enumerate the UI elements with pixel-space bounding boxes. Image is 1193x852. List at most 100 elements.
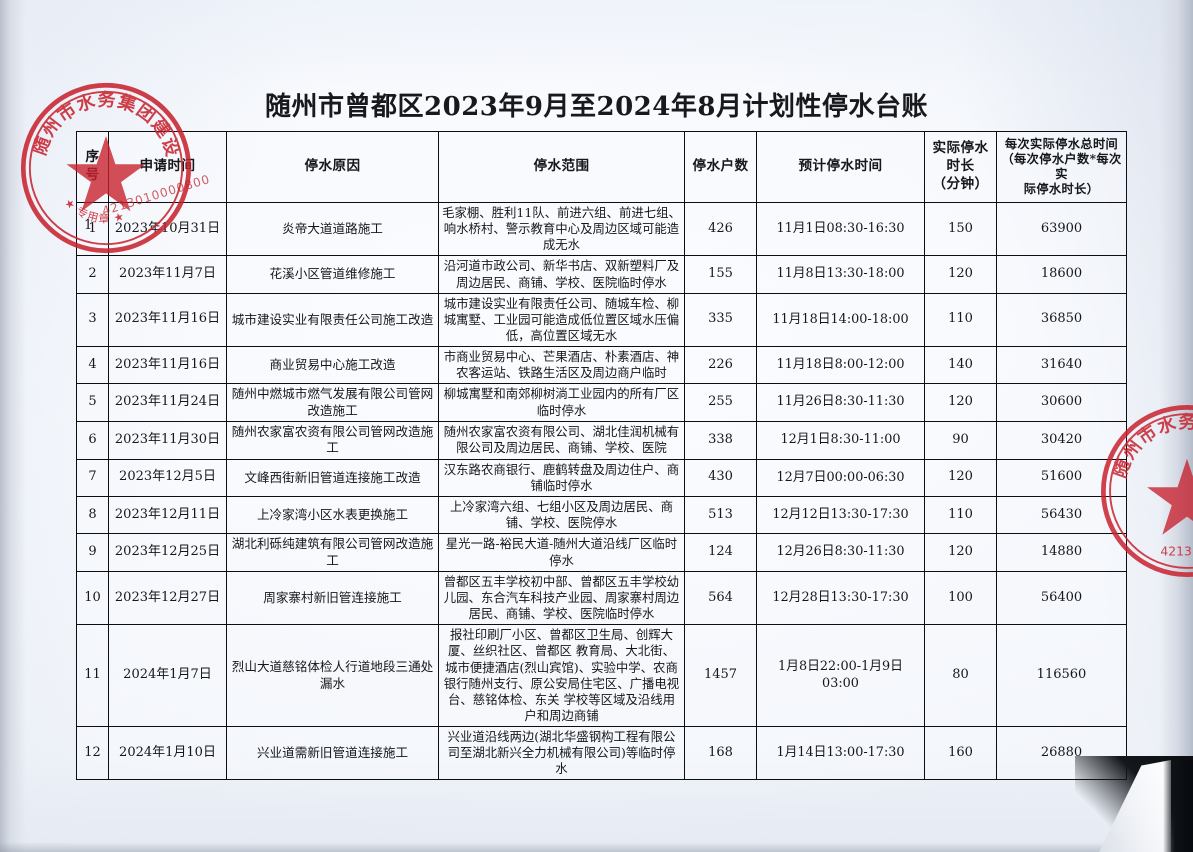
table-header: 序号 申请时间 停水原因 停水范围 停水户数 预计停水时间 实际停水 时长 （分钟）… <box>76 131 1127 203</box>
row-scope: 城市建设实业有限责任公司、随城车检、柳城寓墅、工业园可能造成低位置区域水压偏低，… <box>438 292 685 348</box>
row-planned-time: 11月26日8:30-11:30 <box>756 383 925 422</box>
row-apply-date: 2024年1月10日 <box>108 726 227 781</box>
row-total-time: 63900 <box>996 201 1127 257</box>
row-index: 4 <box>76 345 109 385</box>
row-reason: 随州农家富农资有限公司管网改造施工 <box>226 420 439 460</box>
table-row: 7 2023年12月5日 文峰西街新旧管道连接施工改造 汉东路农商银行、鹿鹤转盘及周边… <box>76 458 1127 497</box>
row-total-time: 56430 <box>996 495 1127 535</box>
row-actual-duration: 120 <box>924 255 997 294</box>
row-households: 426 <box>684 201 757 257</box>
row-actual-duration: 150 <box>924 201 997 257</box>
row-index: 3 <box>76 292 109 348</box>
row-planned-time: 12月28日13:30-17:30 <box>756 570 925 626</box>
row-index: 9 <box>76 533 109 572</box>
row-total-time: 30600 <box>996 383 1127 422</box>
row-apply-date: 2023年12月5日 <box>108 458 227 497</box>
header-index-line1: 序 <box>85 149 100 166</box>
row-scope: 沿河道市政公司、新华书店、双新塑料厂及周边居民、商铺、学校、医院临时停水 <box>438 255 685 294</box>
row-reason: 炎帝大道道路施工 <box>226 201 439 257</box>
row-households: 335 <box>684 292 757 348</box>
row-households: 226 <box>684 345 757 385</box>
row-scope: 上冷家湾六组、七组小区及周边居民、商铺、学校、医院停水 <box>438 495 685 535</box>
row-reason: 城市建设实业有限责任公司施工改造 <box>226 292 439 348</box>
scan-edge-right <box>1159 0 1193 852</box>
table-row: 9 2023年12月25日 湖北利砾纯建筑有限公司管网改造施工 星光一路-裕民大道-随… <box>76 533 1127 572</box>
row-planned-time: 12月1日8:30-11:00 <box>756 420 925 460</box>
row-planned-time: 12月12日13:30-17:30 <box>756 495 925 535</box>
row-actual-duration: 100 <box>924 570 997 626</box>
row-actual-duration: 110 <box>924 292 997 348</box>
row-planned-time: 11月1日08:30-16:30 <box>756 201 925 257</box>
row-actual-duration: 120 <box>924 383 997 422</box>
row-scope: 曾都区五丰学校初中部、曾都区五丰学校幼儿园、东合汽车科技产业园、周家寨村周边居民… <box>438 570 685 626</box>
header-total-time: 每次实际停水总时间 （每次停水户数*每次实 际停水时长） <box>996 131 1127 203</box>
row-reason: 上冷家湾小区水表更换施工 <box>226 495 439 535</box>
row-households: 564 <box>684 570 757 626</box>
header-planned-time: 预计停水时间 <box>756 131 925 203</box>
table-row: 5 2023年11月24日 随州中燃城市燃气发展有限公司管网改造施工 柳城寓墅和南郊柳… <box>76 383 1127 422</box>
row-scope: 毛家棚、胜利11队、前进六组、前进七组、响水桥村、警示教育中心及周边区域可能造成… <box>438 201 685 257</box>
ledger-table-container: 序号 申请时间 停水原因 停水范围 停水户数 预计停水时间 实际停水 时长 （分钟）… <box>76 131 1127 781</box>
row-reason: 花溪小区管道维修施工 <box>226 255 439 294</box>
row-apply-date: 2024年1月7日 <box>108 624 227 728</box>
row-apply-date: 2023年12月27日 <box>108 570 227 626</box>
row-planned-time: 12月7日00:00-06:30 <box>756 458 925 497</box>
table-row: 2 2023年11月7日 花溪小区管道维修施工 沿河道市政公司、新华书店、双新塑料厂及… <box>76 255 1127 294</box>
row-index: 5 <box>76 383 109 422</box>
row-households: 124 <box>684 533 757 572</box>
row-households: 155 <box>684 255 757 294</box>
page-corner-dark-gap <box>1163 760 1193 852</box>
header-actual-duration: 实际停水 时长 （分钟） <box>924 131 997 203</box>
row-reason: 兴业道需新旧管道连接施工 <box>226 726 439 781</box>
row-total-time: 51600 <box>996 458 1127 497</box>
row-households: 513 <box>684 495 757 535</box>
row-actual-duration: 110 <box>924 495 997 535</box>
row-households: 168 <box>684 726 757 781</box>
header-row: 序号 申请时间 停水原因 停水范围 停水户数 预计停水时间 实际停水 时长 （分钟）… <box>76 131 1127 203</box>
row-reason: 商业贸易中心施工改造 <box>226 345 439 385</box>
row-scope: 柳城寓墅和南郊柳树淌工业园内的所有厂区临时停水 <box>438 383 685 422</box>
row-index: 12 <box>76 726 109 781</box>
row-index: 7 <box>76 458 109 497</box>
row-planned-time: 12月26日8:30-11:30 <box>756 533 925 572</box>
table-body: 1 2023年10月31日 炎帝大道道路施工 毛家棚、胜利11队、前进六组、前进七组、… <box>76 201 1127 781</box>
row-reason: 湖北利砾纯建筑有限公司管网改造施工 <box>226 533 439 572</box>
row-total-time: 56400 <box>996 570 1127 626</box>
row-households: 255 <box>684 383 757 422</box>
row-planned-time: 11月18日14:00-18:00 <box>756 292 925 348</box>
header-index: 序号 <box>76 131 109 203</box>
row-reason: 随州中燃城市燃气发展有限公司管网改造施工 <box>226 383 439 422</box>
row-scope: 汉东路农商银行、鹿鹤转盘及周边住户、商铺临时停水 <box>438 458 685 497</box>
table-row: 8 2023年12月11日 上冷家湾小区水表更换施工 上冷家湾六组、七组小区及周边居民… <box>76 495 1127 535</box>
row-scope: 星光一路-裕民大道-随州大道沿线厂区临时停水 <box>438 533 685 572</box>
row-total-time: 14880 <box>996 533 1127 572</box>
table-row: 10 2023年12月27日 周家寨村新旧管连接施工 曾都区五丰学校初中部、曾都区五丰… <box>76 570 1127 626</box>
table-row: 12 2024年1月10日 兴业道需新旧管道连接施工 兴业道沿线两边(湖北华盛钢构工程… <box>76 726 1127 781</box>
row-apply-date: 2023年11月24日 <box>108 383 227 422</box>
header-reason: 停水原因 <box>226 131 439 203</box>
row-index: 2 <box>76 255 109 294</box>
row-apply-date: 2023年12月25日 <box>108 533 227 572</box>
row-index: 1 <box>76 201 109 257</box>
row-apply-date: 2023年11月16日 <box>108 345 227 385</box>
row-total-time: 18600 <box>996 255 1127 294</box>
row-apply-date: 2023年11月30日 <box>108 420 227 460</box>
row-actual-duration: 90 <box>924 420 997 460</box>
table-row: 4 2023年11月16日 商业贸易中心施工改造 市商业贸易中心、芒果酒店、朴素酒店、… <box>76 345 1127 385</box>
row-reason: 烈山大道慈铭体检人行道地段三通处漏水 <box>226 624 439 728</box>
row-actual-duration: 120 <box>924 458 997 497</box>
table-row: 6 2023年11月30日 随州农家富农资有限公司管网改造施工 随州农家富农资有限公司… <box>76 420 1127 460</box>
row-scope: 市商业贸易中心、芒果酒店、朴素酒店、神农客运站、铁路生活区及周边商户临时 <box>438 345 685 385</box>
header-scope: 停水范围 <box>438 131 685 203</box>
row-planned-time: 11月18日8:00-12:00 <box>756 345 925 385</box>
row-apply-date: 2023年11月16日 <box>108 292 227 348</box>
row-total-time: 36850 <box>996 292 1127 348</box>
row-planned-time: 1月8日22:00-1月9日03:00 <box>756 624 925 728</box>
row-index: 11 <box>76 624 109 728</box>
row-households: 1457 <box>684 624 757 728</box>
header-apply-date: 申请时间 <box>108 131 227 203</box>
row-total-time: 116560 <box>996 624 1127 728</box>
row-total-time: 31640 <box>996 345 1127 385</box>
row-actual-duration: 140 <box>924 345 997 385</box>
